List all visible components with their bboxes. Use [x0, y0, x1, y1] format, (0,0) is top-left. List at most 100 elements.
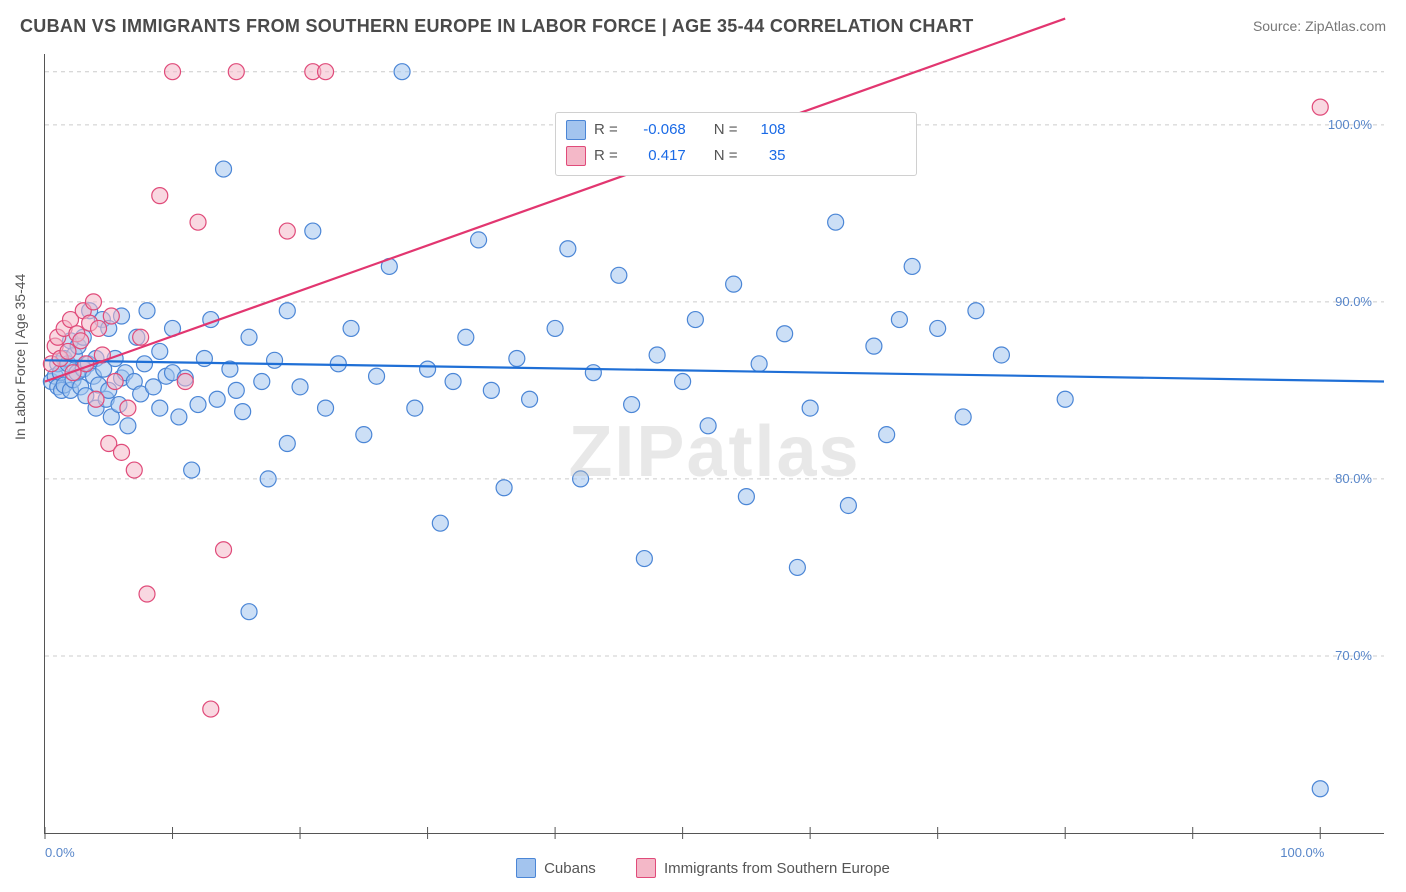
data-point [993, 347, 1009, 363]
data-point [687, 312, 703, 328]
data-point [675, 374, 691, 390]
y-axis-title: In Labor Force | Age 35-44 [12, 274, 28, 440]
data-point [394, 64, 410, 80]
data-point [103, 308, 119, 324]
data-point [407, 400, 423, 416]
data-point [139, 586, 155, 602]
data-point [802, 400, 818, 416]
data-point [560, 241, 576, 257]
n-label: N = [714, 143, 738, 169]
data-point [88, 391, 104, 407]
data-point [955, 409, 971, 425]
data-point [107, 374, 123, 390]
r-value: 0.417 [626, 143, 686, 169]
data-point [190, 214, 206, 230]
data-point [522, 391, 538, 407]
n-label: N = [714, 117, 738, 143]
chart-plot-area: ZIPatlas R = -0.068 N = 108 R = 0.417 N … [44, 54, 1384, 834]
data-point [968, 303, 984, 319]
legend-swatch [636, 858, 656, 878]
legend-label: Cubans [544, 860, 596, 877]
data-point [318, 400, 334, 416]
data-point [126, 462, 142, 478]
trend-line [45, 360, 1384, 381]
x-tick-marks [45, 827, 1320, 839]
data-point [216, 161, 232, 177]
correlation-legend: R = -0.068 N = 108 R = 0.417 N = 35 [555, 112, 917, 176]
r-label: R = [594, 117, 618, 143]
data-point [228, 382, 244, 398]
data-point [136, 356, 152, 372]
data-point [85, 294, 101, 310]
data-point [611, 267, 627, 283]
data-point [120, 400, 136, 416]
data-point [343, 320, 359, 336]
data-point [585, 365, 601, 381]
data-point [789, 559, 805, 575]
data-point [496, 480, 512, 496]
data-point [120, 418, 136, 434]
n-value: 108 [746, 117, 786, 143]
data-point [777, 326, 793, 342]
data-point [738, 489, 754, 505]
legend-swatch [516, 858, 536, 878]
y-tick-label: 80.0% [1335, 471, 1372, 486]
data-point [879, 427, 895, 443]
data-point [260, 471, 276, 487]
data-point [445, 374, 461, 390]
data-point [228, 64, 244, 80]
data-point [60, 343, 76, 359]
data-point [91, 320, 107, 336]
data-point [356, 427, 372, 443]
y-tick-label: 70.0% [1335, 648, 1372, 663]
legend-row: R = -0.068 N = 108 [566, 117, 906, 143]
legend-swatch [566, 120, 586, 140]
y-tick-label: 90.0% [1335, 294, 1372, 309]
data-point [292, 379, 308, 395]
legend-label: Immigrants from Southern Europe [664, 860, 890, 877]
data-point [254, 374, 270, 390]
data-point [152, 400, 168, 416]
data-point [828, 214, 844, 230]
data-point [432, 515, 448, 531]
data-point [904, 258, 920, 274]
data-point [573, 471, 589, 487]
data-point [203, 701, 219, 717]
data-point [209, 391, 225, 407]
legend-row: R = 0.417 N = 35 [566, 143, 906, 169]
data-point [700, 418, 716, 434]
data-point [139, 303, 155, 319]
data-point [73, 333, 89, 349]
data-point [930, 320, 946, 336]
legend-item: Immigrants from Southern Europe [636, 858, 890, 878]
data-point [171, 409, 187, 425]
data-point [145, 379, 161, 395]
data-point [152, 343, 168, 359]
data-point [184, 462, 200, 478]
data-point [165, 64, 181, 80]
source-attribution: Source: ZipAtlas.com [1253, 18, 1386, 34]
n-value: 35 [746, 143, 786, 169]
data-point [483, 382, 499, 398]
data-point [279, 303, 295, 319]
data-point [458, 329, 474, 345]
data-point [369, 368, 385, 384]
trend-lines [45, 19, 1384, 382]
data-point [866, 338, 882, 354]
legend-swatch [566, 146, 586, 166]
data-point [726, 276, 742, 292]
data-point [891, 312, 907, 328]
data-point [133, 329, 149, 345]
data-point [241, 329, 257, 345]
data-point [624, 397, 640, 413]
data-point [114, 444, 130, 460]
data-point [636, 551, 652, 567]
data-point [152, 188, 168, 204]
data-point [751, 356, 767, 372]
data-point [318, 64, 334, 80]
data-point [216, 542, 232, 558]
data-point [649, 347, 665, 363]
y-tick-label: 100.0% [1328, 117, 1372, 132]
r-label: R = [594, 143, 618, 169]
data-point [177, 374, 193, 390]
